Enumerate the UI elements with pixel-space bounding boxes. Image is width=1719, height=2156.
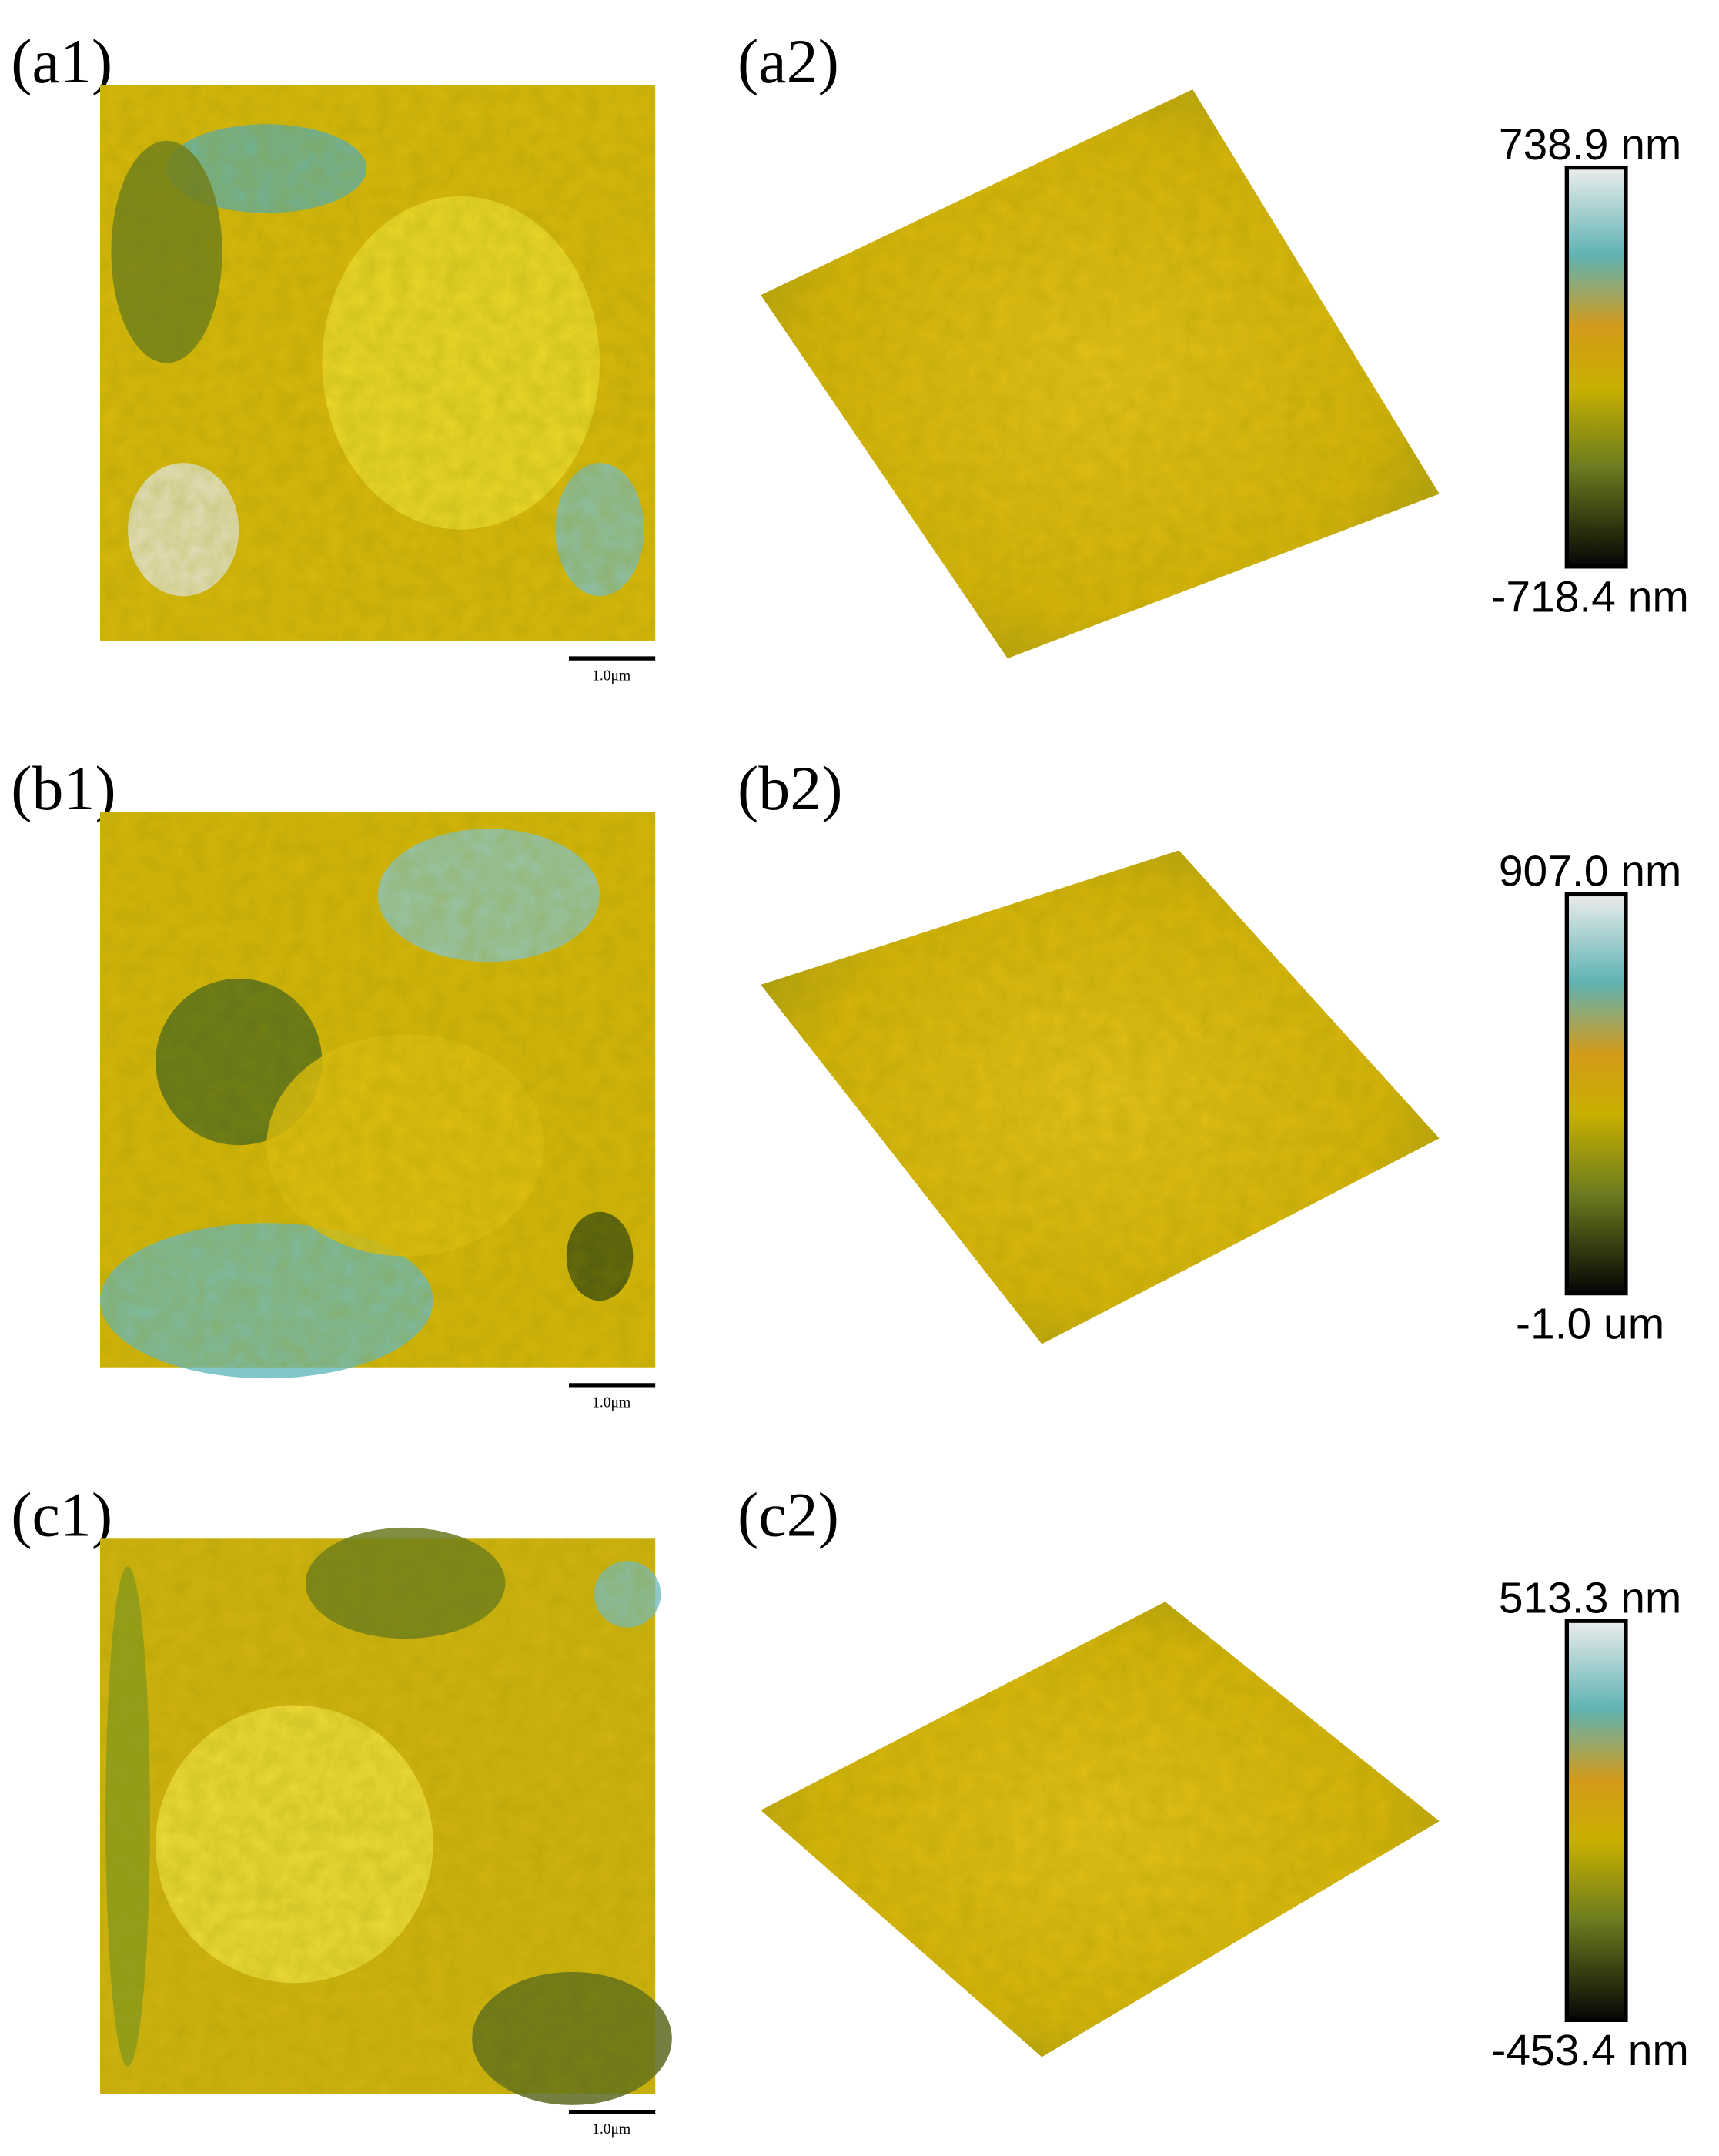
panel-label: (a2)	[737, 26, 839, 96]
panel-label: (c1)	[11, 1480, 112, 1550]
afm-top-view-image	[99, 1527, 672, 2105]
surface-texture	[99, 1538, 656, 2094]
surface-texture	[99, 812, 656, 1368]
colorbar	[1564, 165, 1628, 569]
figure-row: (a1) (a2) 1.0μm 738.9 nm -718.4 nm	[11, 26, 1689, 684]
afm-3d-view-image	[761, 89, 1440, 659]
colorbar-max-label: 907.0 nm	[1499, 847, 1682, 896]
panel-label: (a1)	[11, 26, 112, 96]
colorbar	[1564, 892, 1628, 1296]
colorbar-min-label: -453.4 nm	[1491, 2026, 1689, 2075]
afm-3d-view-image	[761, 850, 1440, 1344]
panel-label: (b1)	[11, 753, 115, 823]
figure-row: (b1) (b2) 1.0μm 907.0 nm -1.0 um	[11, 753, 1681, 1411]
colorbar-min-label: -1.0 um	[1516, 1299, 1664, 1348]
afm-3d-view-image	[761, 1602, 1440, 2057]
colorbar-max-label: 513.3 nm	[1499, 1573, 1682, 1622]
colorbar-min-label: -718.4 nm	[1491, 573, 1689, 622]
scale-bar-label: 1.0μm	[592, 2121, 630, 2138]
afm-top-view-image	[99, 85, 656, 641]
surface-texture	[99, 85, 656, 641]
colorbar-max-label: 738.9 nm	[1499, 120, 1682, 169]
panel-label: (b2)	[737, 753, 842, 823]
scale-bar-label: 1.0μm	[592, 1394, 630, 1411]
scale-bar-label: 1.0μm	[592, 668, 630, 685]
figure-row: (c1) (c2) 1.0μm 513.3 nm -453.4 nm	[11, 1480, 1689, 2138]
afm-top-view-image	[99, 812, 656, 1379]
surface-3d-texture	[761, 89, 1440, 659]
colorbar	[1564, 1619, 1628, 2023]
surface-3d-texture	[761, 1602, 1440, 2057]
panel-label: (c2)	[737, 1480, 839, 1550]
surface-3d-texture	[761, 850, 1440, 1344]
